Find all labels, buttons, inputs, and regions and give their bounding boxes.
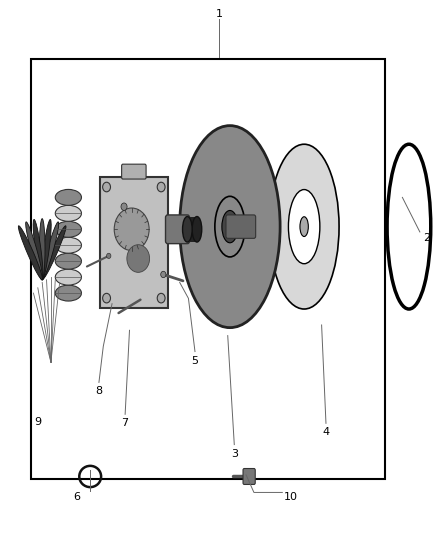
Circle shape [157, 293, 165, 303]
Ellipse shape [180, 127, 279, 326]
Ellipse shape [183, 133, 277, 321]
FancyBboxPatch shape [243, 469, 255, 484]
Text: 7: 7 [122, 418, 129, 429]
Ellipse shape [215, 196, 245, 257]
Ellipse shape [182, 130, 278, 324]
Ellipse shape [33, 220, 43, 280]
Ellipse shape [55, 205, 81, 221]
Ellipse shape [288, 190, 320, 264]
Text: 4: 4 [322, 427, 329, 438]
Circle shape [102, 293, 110, 303]
Ellipse shape [41, 220, 51, 280]
Circle shape [157, 182, 165, 192]
Ellipse shape [55, 221, 81, 237]
Ellipse shape [181, 128, 279, 325]
Ellipse shape [180, 126, 280, 327]
Ellipse shape [55, 237, 81, 253]
Ellipse shape [300, 217, 308, 237]
Ellipse shape [42, 222, 59, 280]
Ellipse shape [55, 269, 81, 285]
Circle shape [106, 253, 111, 259]
Ellipse shape [222, 211, 238, 243]
Bar [100, 177, 168, 308]
Ellipse shape [180, 126, 280, 328]
Ellipse shape [192, 216, 202, 242]
Ellipse shape [42, 226, 66, 280]
Ellipse shape [184, 133, 276, 320]
Text: 8: 8 [95, 386, 102, 397]
Ellipse shape [182, 131, 278, 322]
Bar [187, 216, 197, 242]
Ellipse shape [55, 285, 81, 301]
Ellipse shape [39, 219, 45, 280]
Ellipse shape [181, 129, 279, 325]
Ellipse shape [184, 134, 276, 320]
Text: 6: 6 [74, 491, 81, 502]
Ellipse shape [180, 127, 279, 326]
Ellipse shape [183, 131, 277, 322]
Circle shape [127, 245, 150, 272]
Ellipse shape [26, 222, 42, 280]
Text: 5: 5 [191, 356, 198, 366]
Circle shape [114, 208, 149, 251]
Text: 1: 1 [215, 9, 223, 19]
Circle shape [121, 203, 127, 211]
Text: 3: 3 [231, 449, 238, 458]
Ellipse shape [55, 253, 81, 269]
Text: 10: 10 [284, 491, 298, 502]
Circle shape [161, 271, 166, 278]
Ellipse shape [55, 189, 81, 205]
FancyBboxPatch shape [226, 215, 256, 238]
Text: 2: 2 [423, 233, 430, 244]
Bar [31, 59, 385, 479]
Circle shape [102, 182, 110, 192]
Ellipse shape [183, 216, 192, 242]
FancyBboxPatch shape [166, 215, 190, 244]
Ellipse shape [18, 226, 42, 280]
Ellipse shape [269, 144, 339, 309]
Text: 9: 9 [34, 417, 41, 427]
Ellipse shape [182, 130, 278, 324]
Ellipse shape [183, 132, 277, 321]
FancyBboxPatch shape [122, 164, 146, 179]
